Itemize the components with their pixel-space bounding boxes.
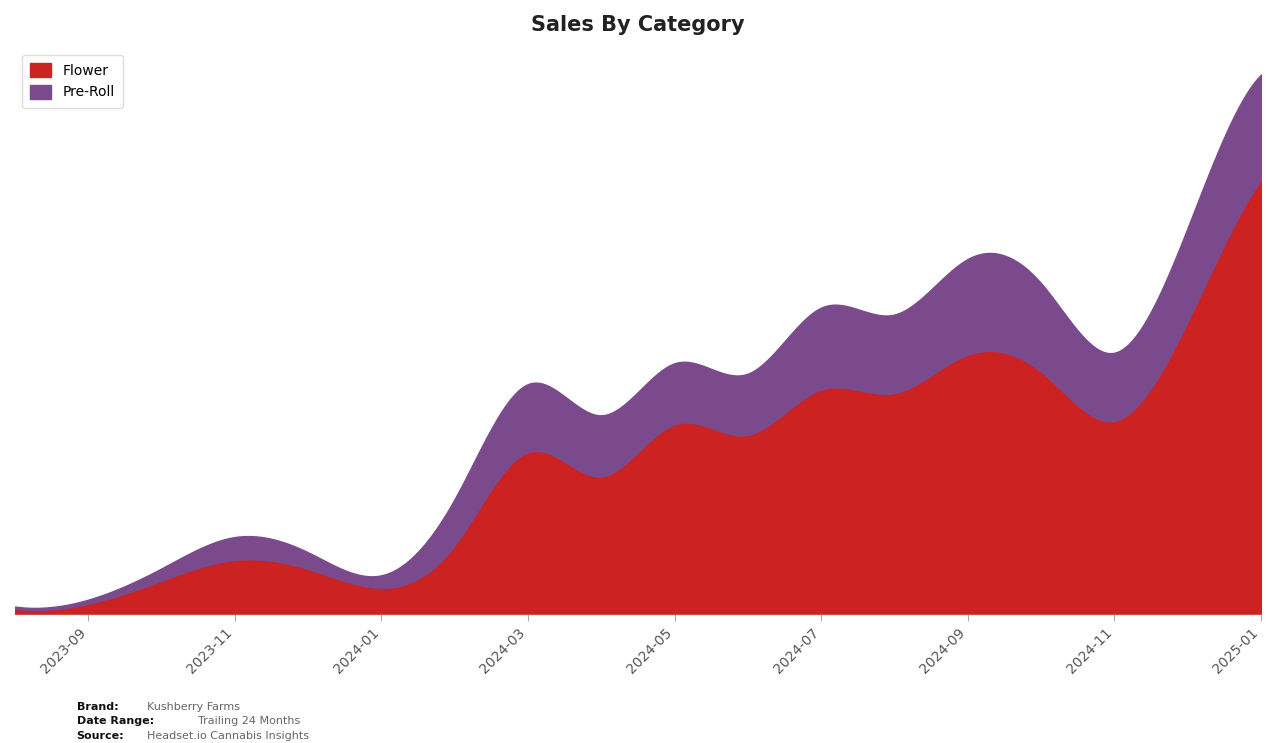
Legend: Flower, Pre-Roll: Flower, Pre-Roll (22, 55, 122, 108)
Text: Headset.io Cannabis Insights: Headset.io Cannabis Insights (147, 731, 309, 742)
Text: Source:: Source: (77, 731, 124, 742)
Text: Brand:: Brand: (77, 701, 119, 712)
Text: Trailing 24 Months: Trailing 24 Months (198, 716, 300, 727)
Title: Sales By Category: Sales By Category (531, 15, 745, 35)
Text: Kushberry Farms: Kushberry Farms (147, 701, 240, 712)
Text: Date Range:: Date Range: (77, 716, 153, 727)
